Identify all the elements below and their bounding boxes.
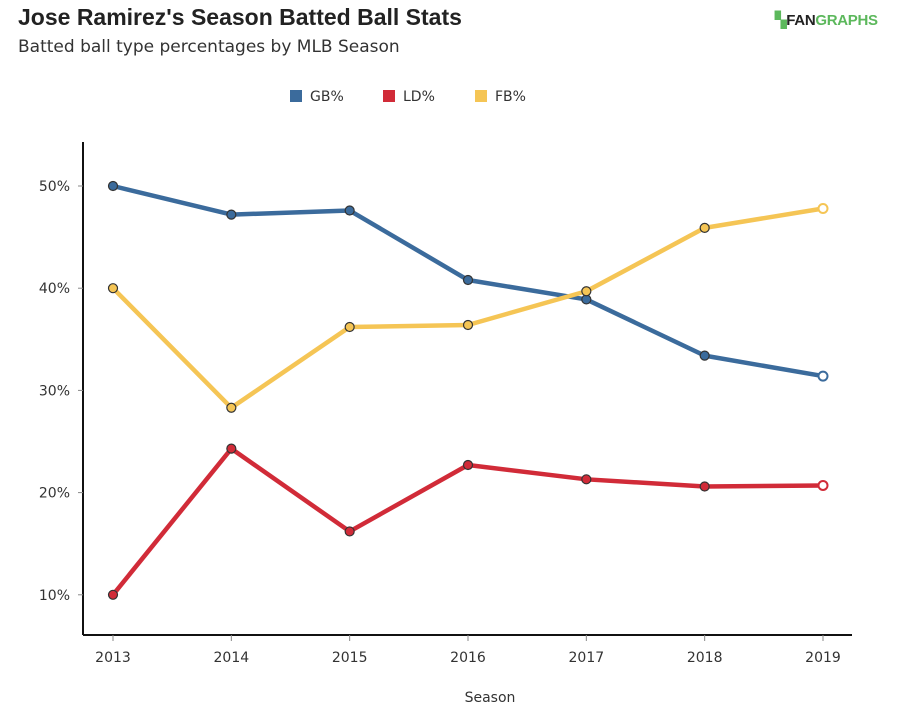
x-axis-label: Season xyxy=(465,690,516,706)
data-point xyxy=(344,205,355,216)
x-tick-label: 2018 xyxy=(687,650,723,666)
x-tick-label: 2013 xyxy=(95,650,131,666)
legend-swatch-ld xyxy=(383,90,395,102)
data-point xyxy=(817,479,829,491)
x-tick-label: 2016 xyxy=(450,650,486,666)
y-tick-label: 20% xyxy=(39,486,70,502)
data-point xyxy=(699,350,710,361)
data-point xyxy=(107,180,119,192)
data-point xyxy=(462,319,474,331)
y-tick-label: 40% xyxy=(39,281,70,297)
series-line-fb xyxy=(111,206,824,411)
y-tick-label: 30% xyxy=(39,383,70,399)
data-point xyxy=(107,589,119,600)
data-point xyxy=(226,402,237,413)
legend-label: LD% xyxy=(403,89,435,105)
data-point xyxy=(107,283,119,294)
x-tick-label: 2015 xyxy=(332,650,368,666)
data-point xyxy=(699,481,710,492)
legend-label: FB% xyxy=(495,89,526,105)
data-point xyxy=(817,202,829,214)
fangraphs-logo: ▚FANGRAPHS xyxy=(775,12,878,29)
legend-swatch-fb xyxy=(475,90,487,102)
logo-suffix: GRAPHS xyxy=(815,12,878,29)
data-point xyxy=(344,526,355,537)
x-tick-label: 2017 xyxy=(569,650,605,666)
data-point xyxy=(226,443,237,454)
data-point xyxy=(226,209,237,220)
x-tick-label: 2019 xyxy=(805,650,841,666)
chart-title: Jose Ramirez's Season Batted Ball Stats xyxy=(18,4,462,30)
logo-prefix: FAN xyxy=(786,12,816,29)
x-tick-label: 2014 xyxy=(214,650,250,666)
data-point xyxy=(462,459,474,471)
data-point xyxy=(581,286,592,297)
data-point xyxy=(462,274,474,286)
chart-subtitle: Batted ball type percentages by MLB Seas… xyxy=(18,37,400,57)
data-point xyxy=(581,474,592,485)
series-line-ld xyxy=(111,446,824,597)
data-point xyxy=(699,222,710,234)
y-tick-label: 10% xyxy=(39,588,70,604)
data-point xyxy=(344,321,355,333)
data-point xyxy=(817,370,829,382)
y-tick-label: 50% xyxy=(39,179,70,195)
legend-swatch-gb xyxy=(290,90,302,102)
legend-label: GB% xyxy=(310,89,344,105)
